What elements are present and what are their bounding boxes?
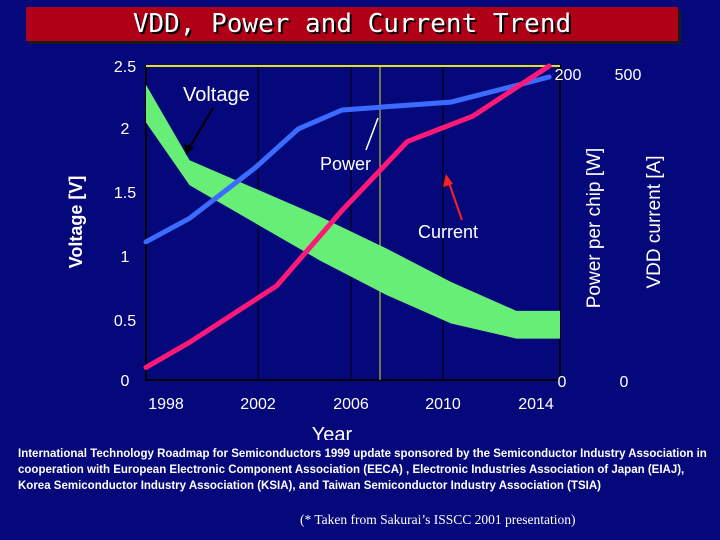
x-tick-label: 2010 xyxy=(425,396,461,413)
y-axis-label: Voltage [V] xyxy=(66,176,86,269)
current-axis-label: VDD current [A] xyxy=(644,155,665,288)
y-tick-label: 2 xyxy=(121,121,130,138)
voltage-band xyxy=(146,84,560,339)
power-axis-label: Power per chip [W] xyxy=(584,148,605,309)
voltage-arrow xyxy=(187,107,214,151)
x-tick-label: 1998 xyxy=(148,396,184,413)
power-line xyxy=(143,74,552,245)
y-tick-label: 0.5 xyxy=(114,313,136,330)
x-tick-label: 2006 xyxy=(333,396,369,413)
power-annotation: Power xyxy=(320,154,371,174)
current-annotation: Current xyxy=(418,222,478,242)
power-arrow xyxy=(365,117,379,151)
y-tick-label: 1.5 xyxy=(114,185,136,202)
voltage-arrow-head xyxy=(184,144,194,155)
power-axis-tick: 200 xyxy=(555,67,582,84)
title-bar: VDD, Power and Current Trend xyxy=(26,7,678,41)
x-axis-label: Year xyxy=(312,424,353,440)
power-axis-tick: 0 xyxy=(558,374,567,391)
current-arrow xyxy=(447,179,463,221)
current-axis-tick: 0 xyxy=(620,374,629,391)
y-tick-label: 1 xyxy=(121,249,130,266)
credit: (* Taken from Sakurai’s ISSCC 2001 prese… xyxy=(300,512,576,527)
y-tick-label: 0 xyxy=(121,373,130,390)
voltage-annotation: Voltage xyxy=(183,84,250,106)
current-arrow-head xyxy=(443,174,453,187)
current-axis-tick: 500 xyxy=(615,67,642,84)
y-tick-label: 2.5 xyxy=(114,59,136,76)
x-tick-label: 2002 xyxy=(240,396,276,413)
page-title: VDD, Power and Current Trend xyxy=(132,9,572,39)
footnote: International Technology Roadmap for Sem… xyxy=(18,448,707,492)
trend-chart: 0 0.5 1 1.5 2 2.5 1998 2002 2006 2010 2014 200 0 500 0… xyxy=(66,59,665,440)
x-tick-label: 2014 xyxy=(518,396,554,413)
current-line xyxy=(143,63,552,370)
